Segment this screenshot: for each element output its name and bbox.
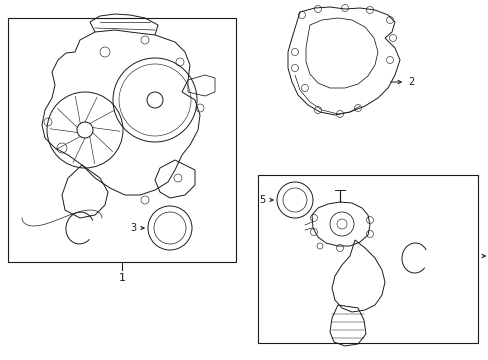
Text: 5: 5 [259, 195, 273, 205]
Text: 4: 4 [481, 251, 488, 261]
Text: 2: 2 [390, 77, 413, 87]
Text: 1: 1 [118, 273, 125, 283]
Bar [258, 175, 477, 343]
Bar [8, 18, 236, 262]
Text: 3: 3 [130, 223, 144, 233]
